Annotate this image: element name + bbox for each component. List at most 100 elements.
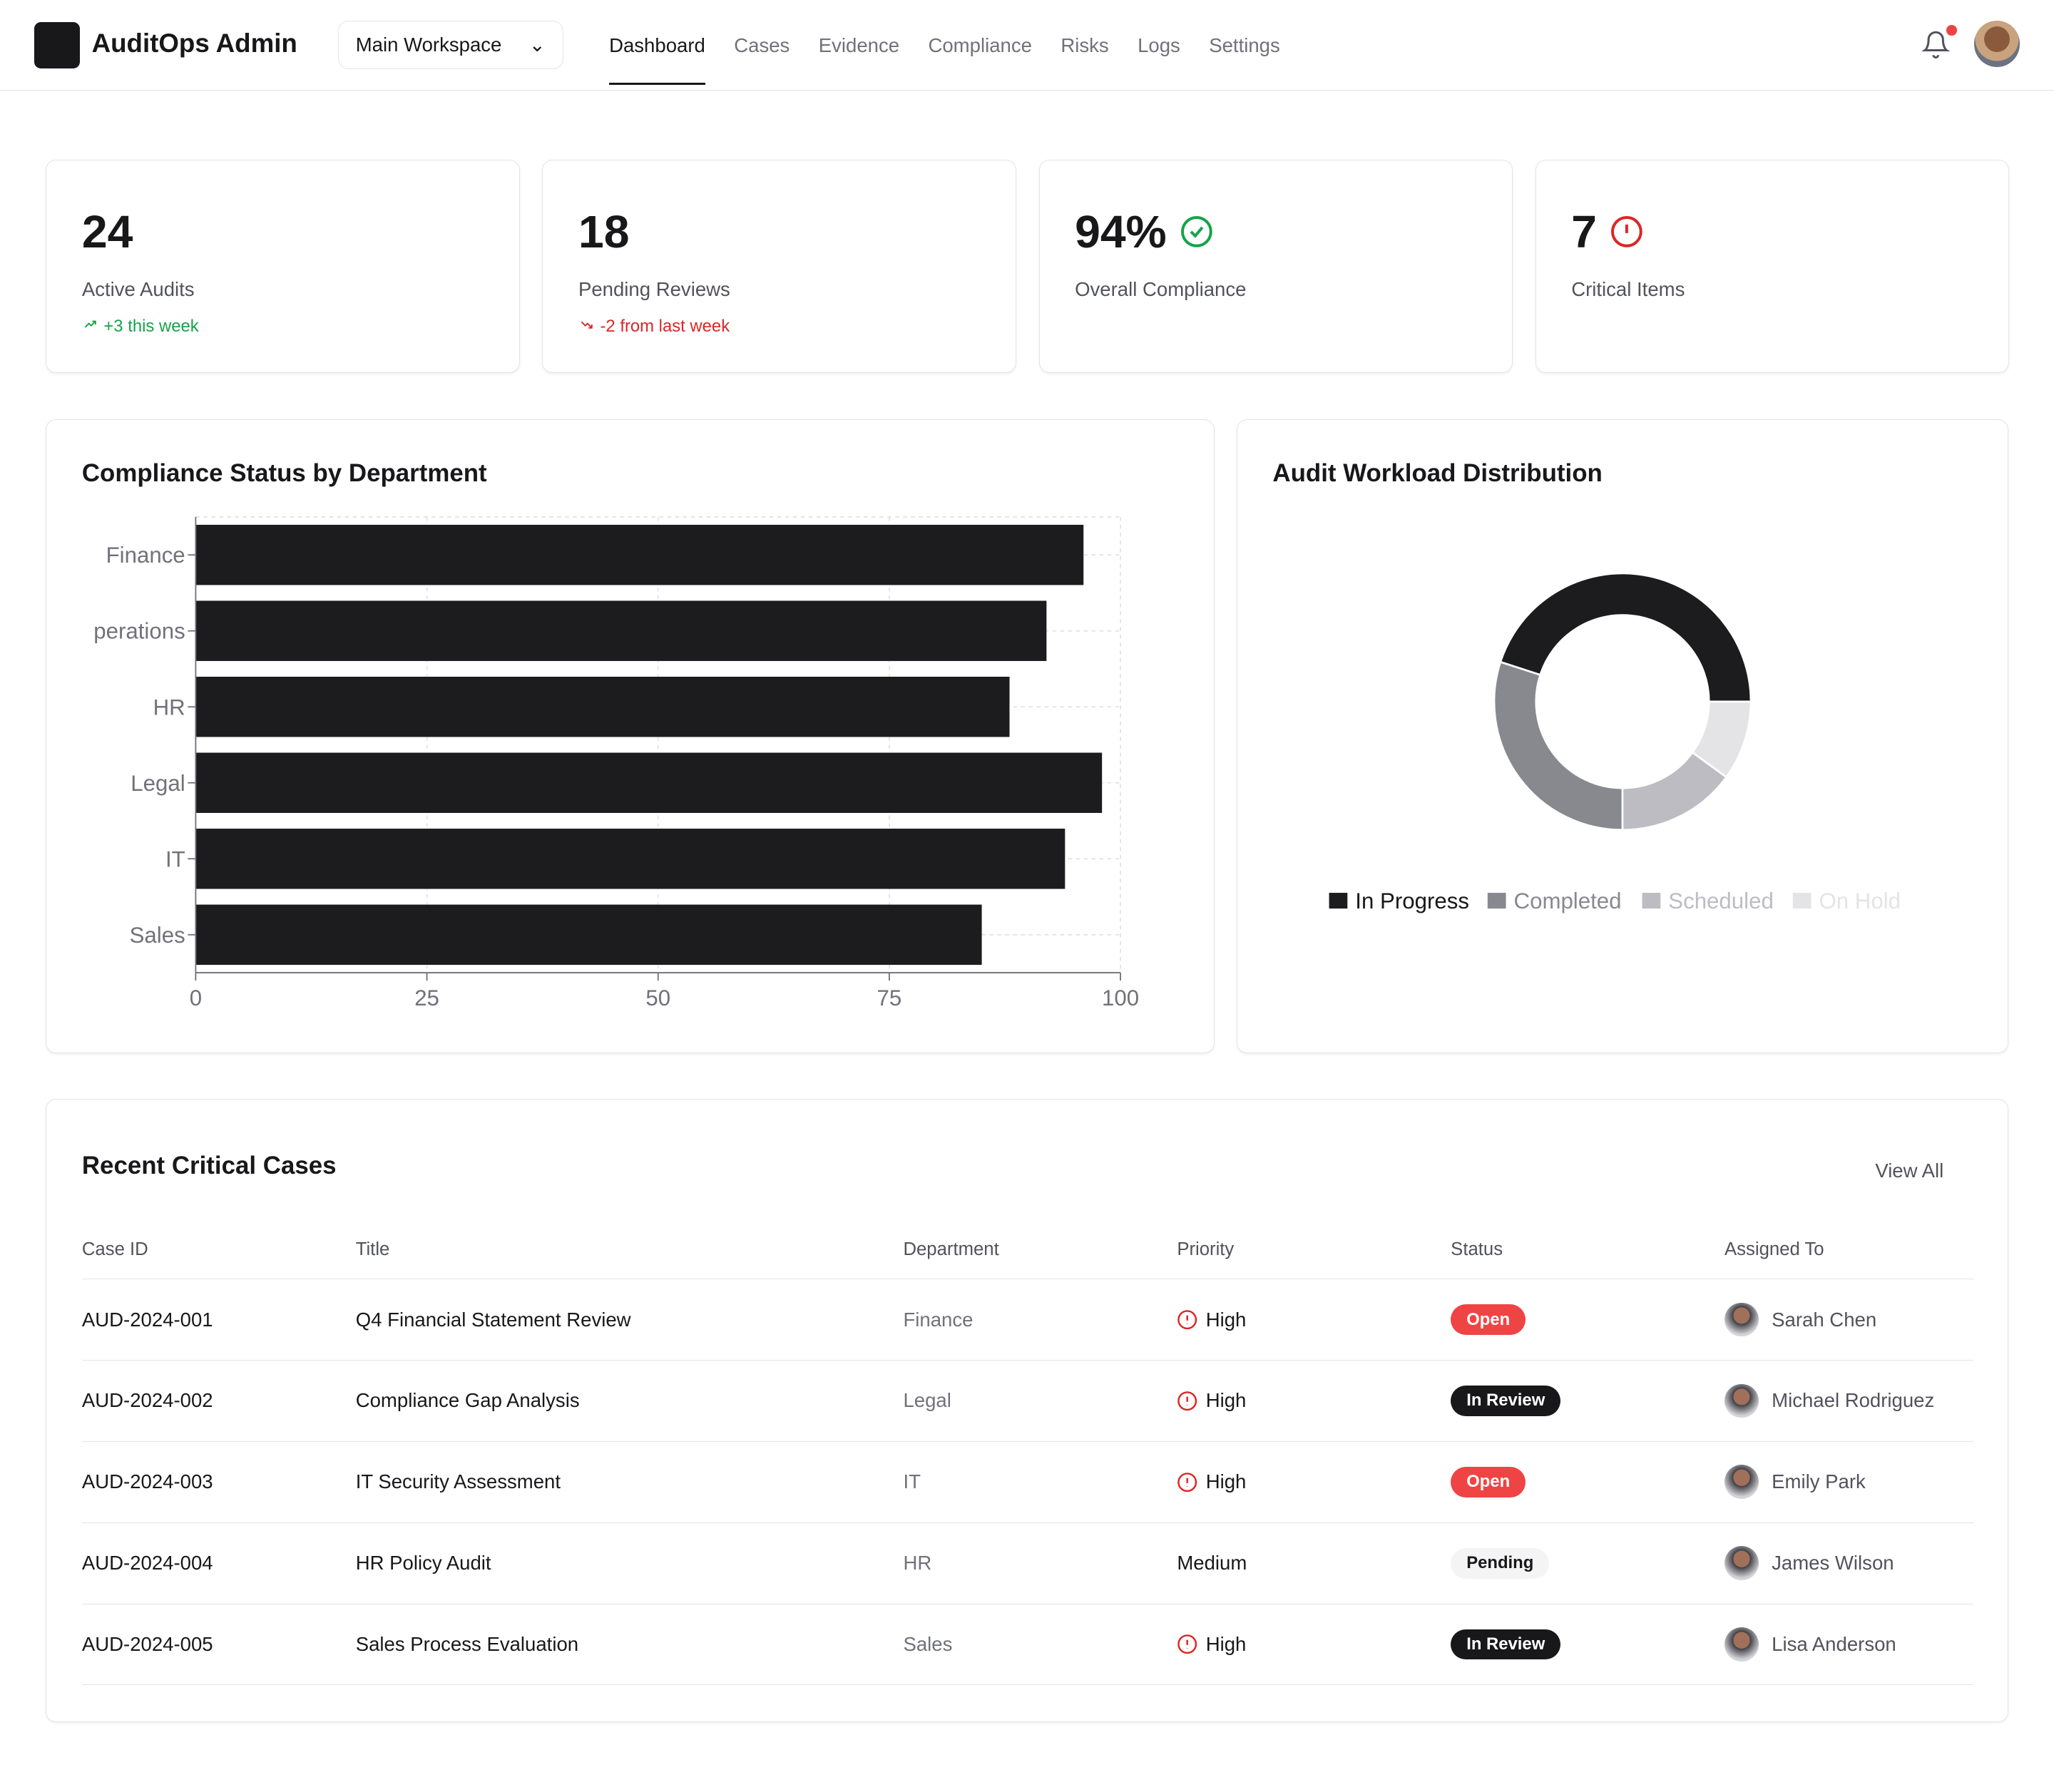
- check-circle-icon: [1181, 215, 1212, 247]
- chart-title: Compliance Status by Department: [81, 459, 487, 487]
- trending-up-icon: [84, 320, 96, 328]
- stat-value: 18: [578, 205, 630, 257]
- cases-title: Recent Critical Cases: [81, 1152, 337, 1180]
- case-id[interactable]: AUD-2024-002: [81, 1360, 356, 1442]
- legend-label: Completed: [1513, 889, 1621, 913]
- main-nav: Dashboard Cases Evidence Compliance Risks Log…: [609, 0, 1280, 86]
- column-header: Case ID: [81, 1221, 356, 1280]
- assignee: James Wilson: [1725, 1546, 1973, 1581]
- case-title: Q4 Financial Statement Review: [355, 1279, 904, 1361]
- logo: [34, 22, 81, 68]
- stat-label: Pending Reviews: [578, 278, 730, 301]
- slice-completed[interactable]: [1493, 660, 1624, 831]
- table-row[interactable]: AUD-2024-004 HR Policy Audit HR Medium P…: [81, 1522, 1974, 1604]
- alert-circle-icon: [1177, 1310, 1197, 1330]
- chevron-down-icon: ⌄: [528, 33, 546, 56]
- status-badge: Open: [1451, 1304, 1526, 1335]
- view-all-link[interactable]: View All: [1875, 1159, 1944, 1182]
- nav-tab-evidence[interactable]: Evidence: [818, 34, 900, 56]
- case-id[interactable]: AUD-2024-005: [81, 1604, 356, 1686]
- column-header: Priority: [1177, 1221, 1451, 1280]
- case-department: Finance: [903, 1279, 1177, 1361]
- x-tick-label: 50: [646, 985, 671, 1010]
- workload-chart-card: Audit Workload Distribution In Progress C…: [1236, 419, 2008, 1053]
- status-badge: Pending: [1451, 1547, 1550, 1579]
- nav-tab-settings[interactable]: Settings: [1209, 34, 1280, 56]
- legend-swatch: [1329, 892, 1348, 908]
- x-tick-label: 0: [190, 985, 202, 1010]
- nav-tab-compliance[interactable]: Compliance: [928, 34, 1032, 56]
- table-row[interactable]: AUD-2024-002 Compliance Gap Analysis Leg…: [81, 1360, 1974, 1442]
- assignee: Lisa Anderson: [1725, 1627, 1973, 1662]
- case-id[interactable]: AUD-2024-003: [81, 1441, 356, 1523]
- bar-it: [195, 828, 1066, 889]
- stat-card: 18 Pending Reviews -2 from last week: [542, 160, 1017, 374]
- case-title: IT Security Assessment: [355, 1441, 904, 1523]
- status-badge: Open: [1451, 1466, 1526, 1497]
- stat-card: 94% Overall Compliance: [1038, 160, 1513, 374]
- stat-value: 24: [81, 205, 133, 257]
- case-id[interactable]: AUD-2024-001: [81, 1279, 356, 1361]
- avatar: [1725, 1546, 1759, 1581]
- priority: High: [1177, 1309, 1451, 1331]
- nav-tab-dashboard[interactable]: Dashboard: [609, 0, 705, 86]
- x-tick-label: 75: [877, 985, 902, 1010]
- donut-chart: In Progress Completed Scheduled On Hold: [1329, 572, 1901, 913]
- avatar: [1725, 1627, 1759, 1662]
- y-tick-label: Finance: [106, 543, 185, 568]
- bar-finance: [195, 524, 1084, 585]
- priority: High: [1177, 1389, 1451, 1412]
- user-avatar[interactable]: [1973, 21, 2020, 67]
- assignee: Sarah Chen: [1725, 1302, 1973, 1337]
- slice-in-progress[interactable]: [1498, 572, 1752, 703]
- bar-sales: [195, 904, 982, 965]
- avatar: [1725, 1465, 1759, 1500]
- case-title: Sales Process Evaluation: [355, 1604, 904, 1686]
- x-tick-label: 25: [414, 985, 439, 1010]
- table-row[interactable]: AUD-2024-003 IT Security Assessment IT H…: [81, 1441, 1974, 1523]
- legend-swatch: [1792, 892, 1812, 908]
- legend-label: In Progress: [1355, 889, 1469, 913]
- case-department: HR: [903, 1522, 1177, 1604]
- case-title: Compliance Gap Analysis: [355, 1360, 904, 1442]
- status-badge: In Review: [1451, 1386, 1561, 1416]
- alert-circle-icon: [1177, 1472, 1197, 1492]
- table-row[interactable]: AUD-2024-001 Q4 Financial Statement Revi…: [81, 1279, 1974, 1361]
- stat-value: 94%: [1075, 205, 1167, 257]
- nav-tab-logs[interactable]: Logs: [1138, 34, 1180, 56]
- assignee: Michael Rodriguez: [1725, 1383, 1973, 1418]
- y-tick-label: Legal: [131, 771, 185, 796]
- legend-swatch: [1487, 892, 1506, 908]
- alert-circle-icon: [1611, 215, 1643, 247]
- stat-label: Critical Items: [1571, 278, 1685, 301]
- case-id[interactable]: AUD-2024-004: [81, 1522, 356, 1604]
- case-title: HR Policy Audit: [355, 1522, 904, 1604]
- y-tick-label: HR: [153, 695, 185, 720]
- notification-dot: [1946, 24, 1958, 36]
- x-tick-label: 100: [1102, 985, 1139, 1010]
- workspace-selector[interactable]: Main Workspace ⌄: [337, 21, 563, 70]
- bar-legal: [195, 752, 1103, 813]
- table-row[interactable]: AUD-2024-005 Sales Process Evaluation Sa…: [81, 1604, 1974, 1686]
- legend-label: Scheduled: [1668, 889, 1774, 913]
- avatar: [1725, 1383, 1759, 1418]
- y-tick-label: IT: [165, 846, 185, 871]
- alert-circle-icon: [1177, 1634, 1197, 1654]
- bar-chart: 0 25 50 75 100 Finance perations HR Legal IT Sales: [94, 516, 1139, 1010]
- chart-title: Audit Workload Distribution: [1272, 459, 1603, 487]
- column-header: Department: [903, 1221, 1177, 1280]
- trending-down-icon: [581, 321, 593, 329]
- stat-card: 7 Critical Items: [1535, 160, 2010, 374]
- bar-hr: [195, 676, 1010, 737]
- legend-label: On Hold: [1819, 889, 1901, 913]
- stat-label: Active Audits: [81, 278, 195, 301]
- slice-on-hold[interactable]: [1690, 700, 1752, 779]
- stat-card: 24 Active Audits +3 this week: [46, 160, 521, 374]
- bell-icon[interactable]: [1921, 29, 1951, 60]
- column-header: Assigned To: [1725, 1221, 1974, 1280]
- nav-tab-risks[interactable]: Risks: [1061, 34, 1109, 56]
- stat-label: Overall Compliance: [1075, 278, 1247, 301]
- nav-tab-cases[interactable]: Cases: [734, 34, 790, 56]
- stat-trend: -2 from last week: [578, 317, 730, 337]
- status-badge: In Review: [1451, 1629, 1561, 1660]
